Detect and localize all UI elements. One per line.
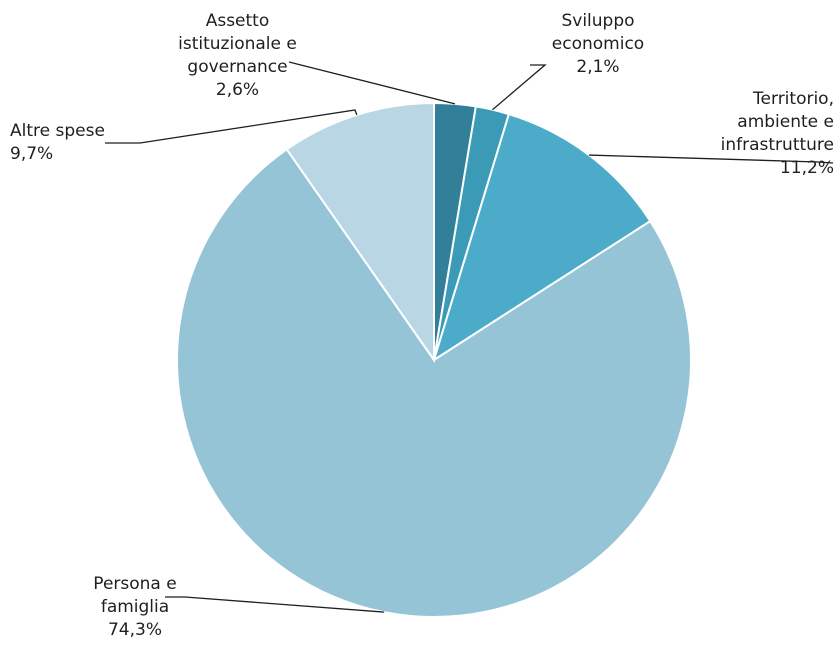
- slice-label-persona: Persona e famiglia 74,3%: [93, 574, 177, 640]
- slice-label-assetto: Assetto istituzionale e governance 2,6%: [178, 11, 297, 100]
- slice-label-sviluppo: Sviluppo economico 2,1%: [551, 11, 645, 77]
- leader-line-slice-altre-spese: [105, 109, 358, 144]
- leader-line-slice-territorio: [589, 154, 834, 164]
- slice-label-altre-spese: Altre spese 9,7%: [10, 121, 105, 164]
- slice-persona: [176, 147, 692, 618]
- leader-line-slice-sviluppo: [492, 64, 547, 111]
- leader-line-slice-assetto: [288, 61, 456, 105]
- leader-line-slice-persona: [165, 596, 385, 613]
- slice-label-territorio: Territorio, ambiente e infrastrutture 11…: [720, 89, 834, 178]
